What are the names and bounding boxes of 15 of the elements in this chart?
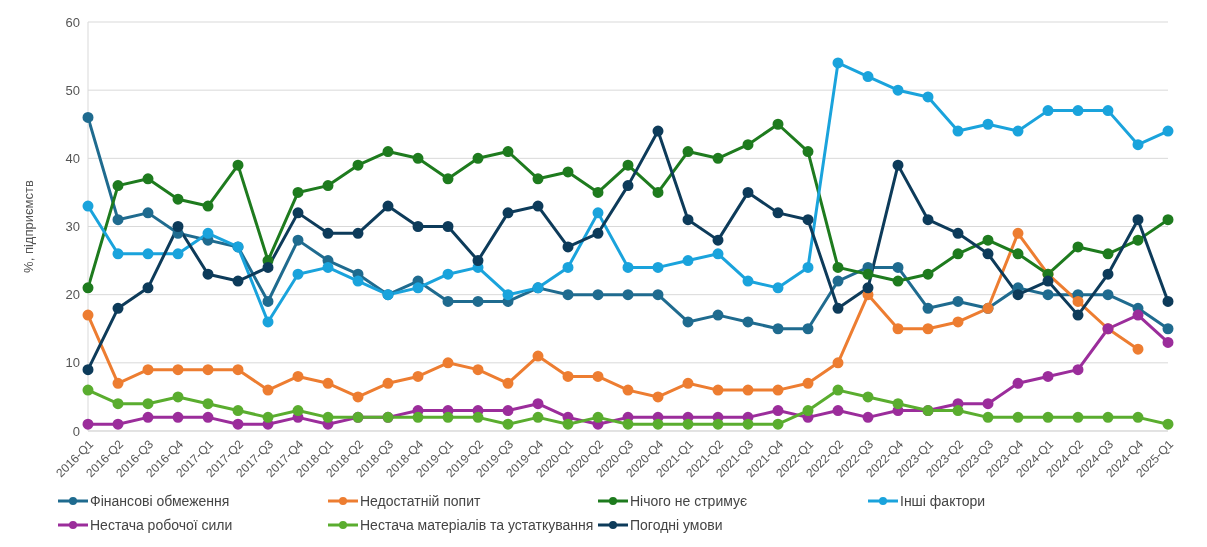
y-tick-label: 30 [65,219,80,235]
legend-label: Нестача робочої сили [90,517,233,533]
legend-label: Погодні умови [630,517,723,533]
y-tick-label: 60 [65,14,80,30]
y-tick-label: 20 [65,287,80,303]
y-tick-label: 10 [65,355,80,371]
y-tick-label: 40 [65,150,80,166]
y-tick-label: 50 [65,82,80,98]
legend-label: Інші фактори [900,493,986,509]
y-tick-label: 0 [72,423,80,439]
legend-label: Фінансові обмеження [90,493,230,509]
legend-label: Нестача матеріалів та устаткування [360,517,594,533]
legend-label: Недостатній попит [360,493,481,509]
y-axis-title: %, підприємств [20,180,36,273]
legend-label: Нічого не стримує [630,493,748,509]
